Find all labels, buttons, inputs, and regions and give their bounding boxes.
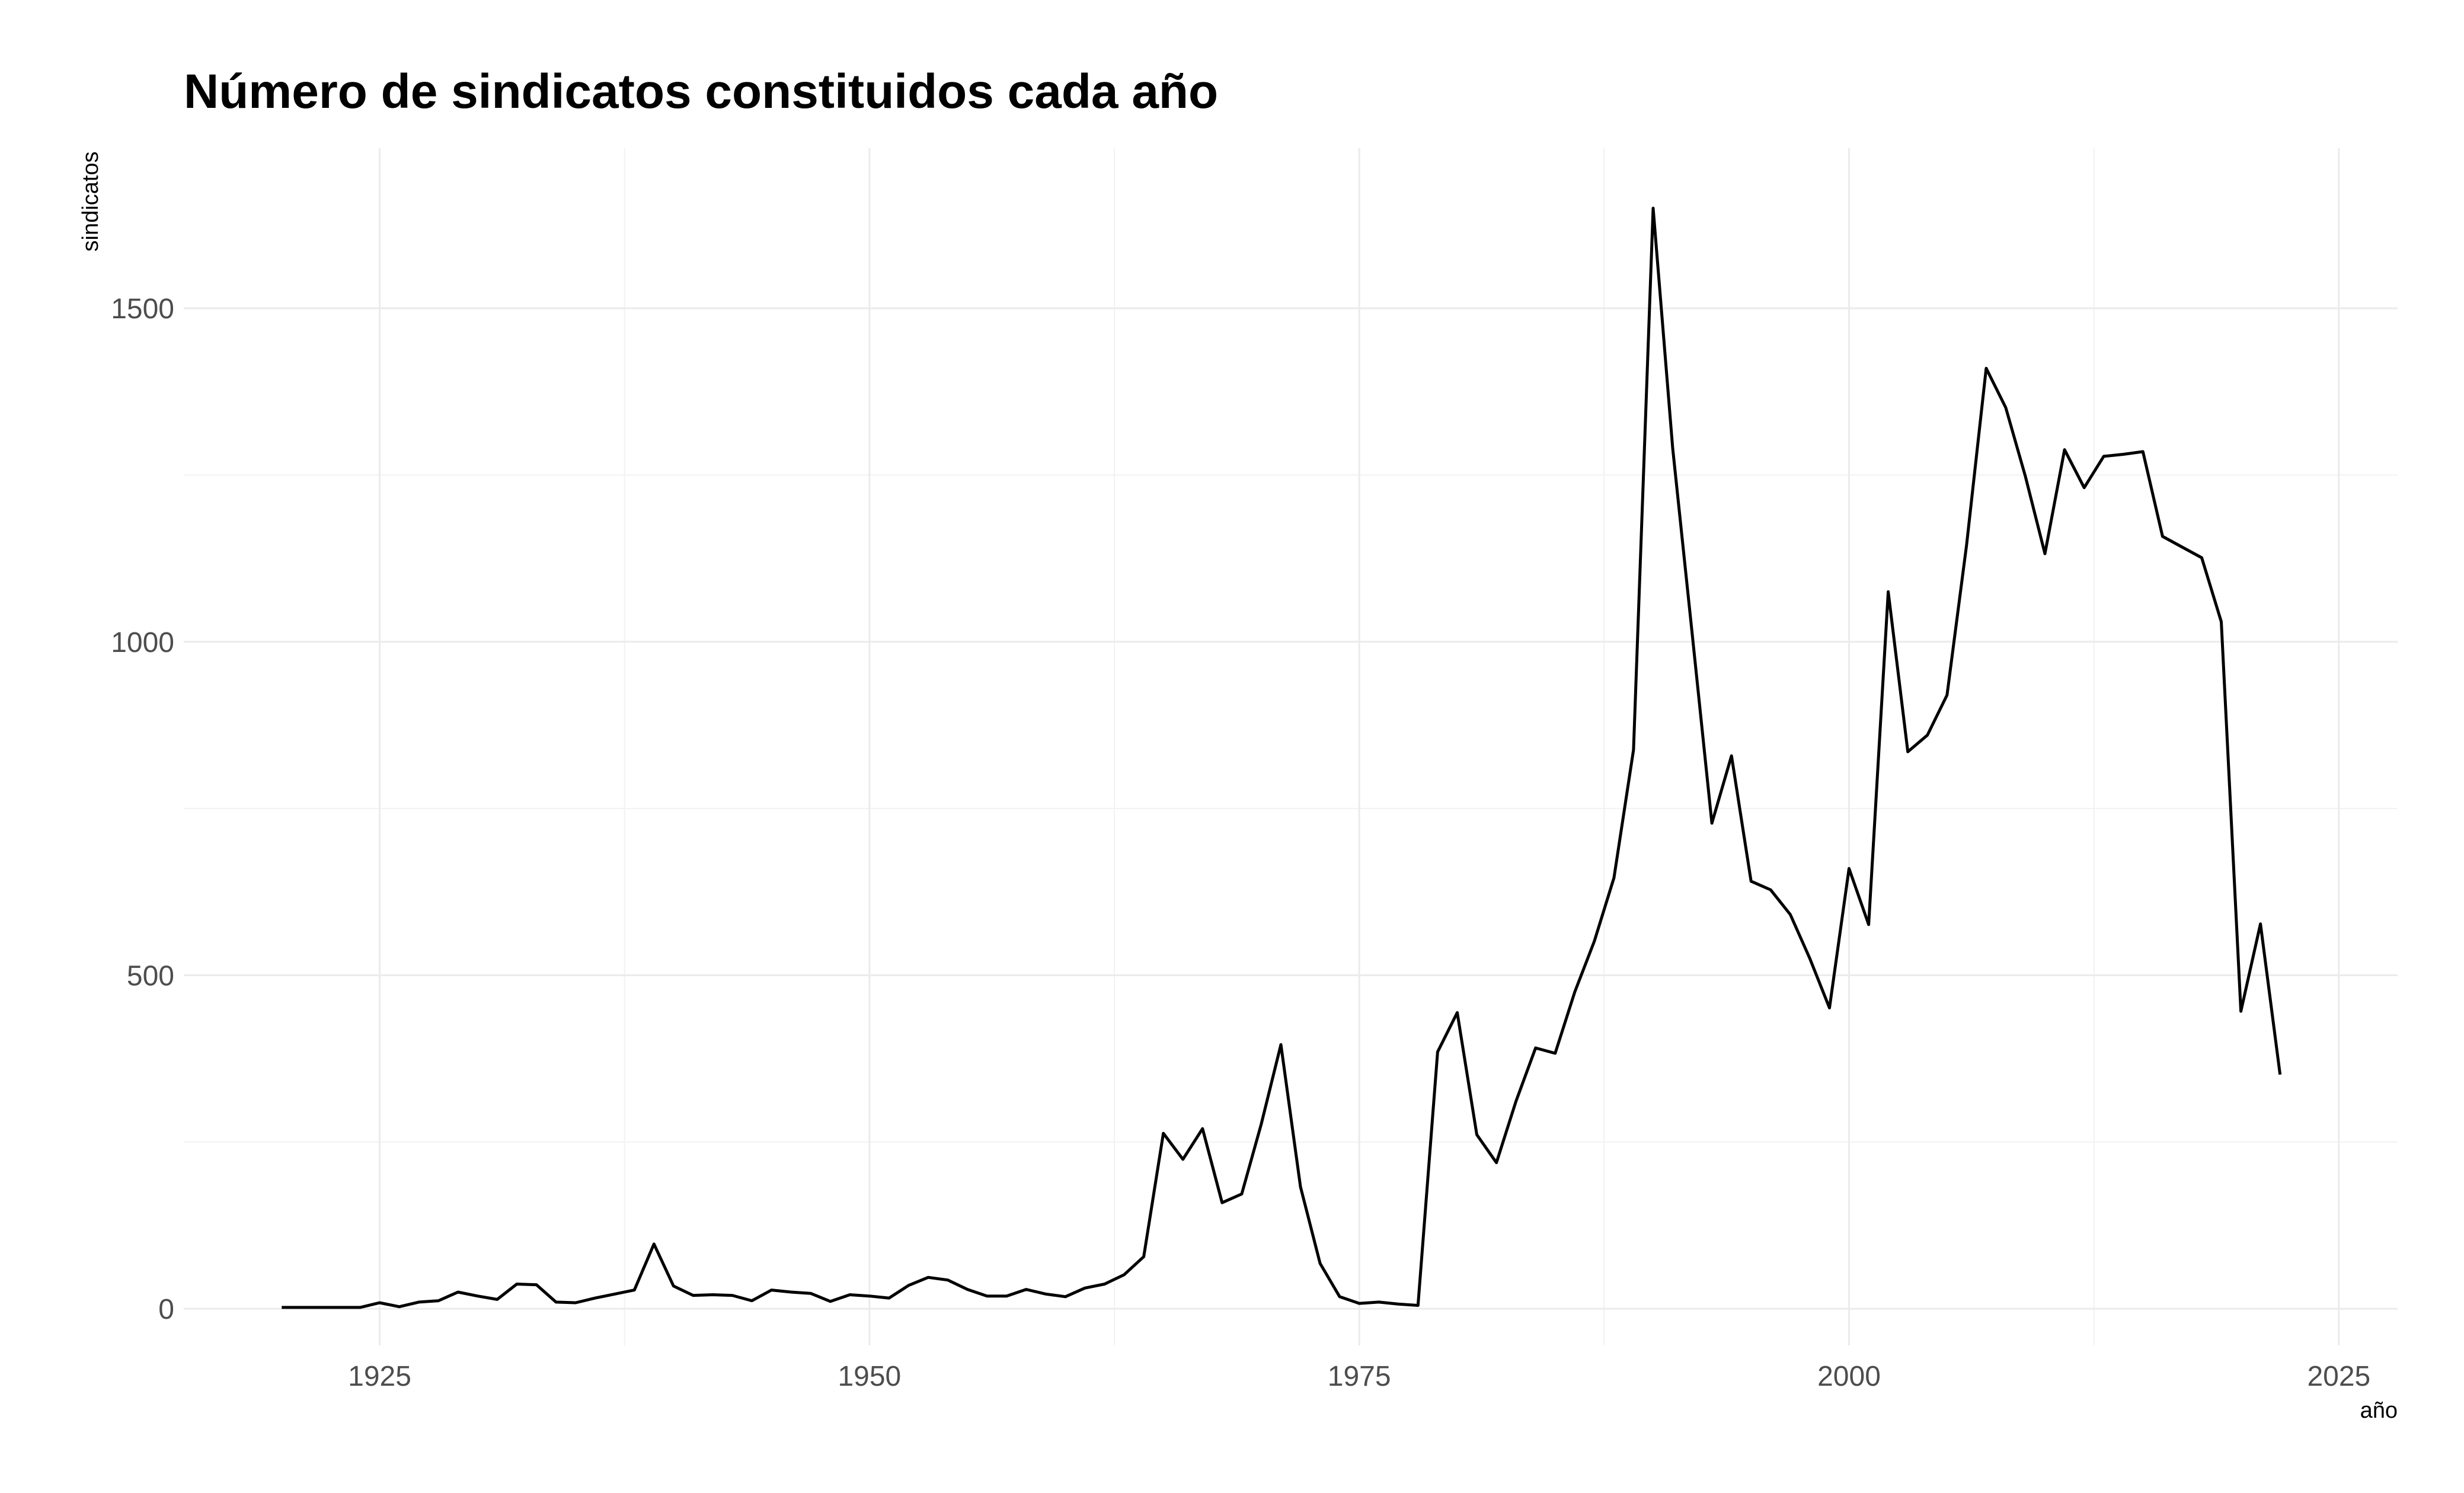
x-axis-title: año bbox=[2360, 1398, 2398, 1423]
grid-lines bbox=[184, 148, 2398, 1345]
x-tick-label-2000: 2000 bbox=[1817, 1361, 1881, 1392]
x-tick-label-1975: 1975 bbox=[1328, 1361, 1391, 1392]
y-tick-label-1000: 1000 bbox=[111, 627, 174, 658]
y-axis-title: sindicatos bbox=[78, 152, 103, 252]
y-tick-label-0: 0 bbox=[158, 1294, 174, 1325]
x-tick-label-2025: 2025 bbox=[2307, 1361, 2370, 1392]
series-line bbox=[282, 206, 2282, 1309]
x-axis-tick-labels: 1925 1950 1975 2000 2025 bbox=[348, 1361, 2370, 1392]
y-tick-label-500: 500 bbox=[127, 960, 174, 992]
y-tick-label-1500: 1500 bbox=[111, 293, 174, 325]
chart-title: Número de sindicatos constituidos cada a… bbox=[184, 65, 1219, 119]
x-tick-label-1950: 1950 bbox=[838, 1361, 901, 1392]
x-tick-label-1925: 1925 bbox=[348, 1361, 411, 1392]
y-axis-tick-labels: 0 500 1000 1500 bbox=[111, 293, 174, 1325]
